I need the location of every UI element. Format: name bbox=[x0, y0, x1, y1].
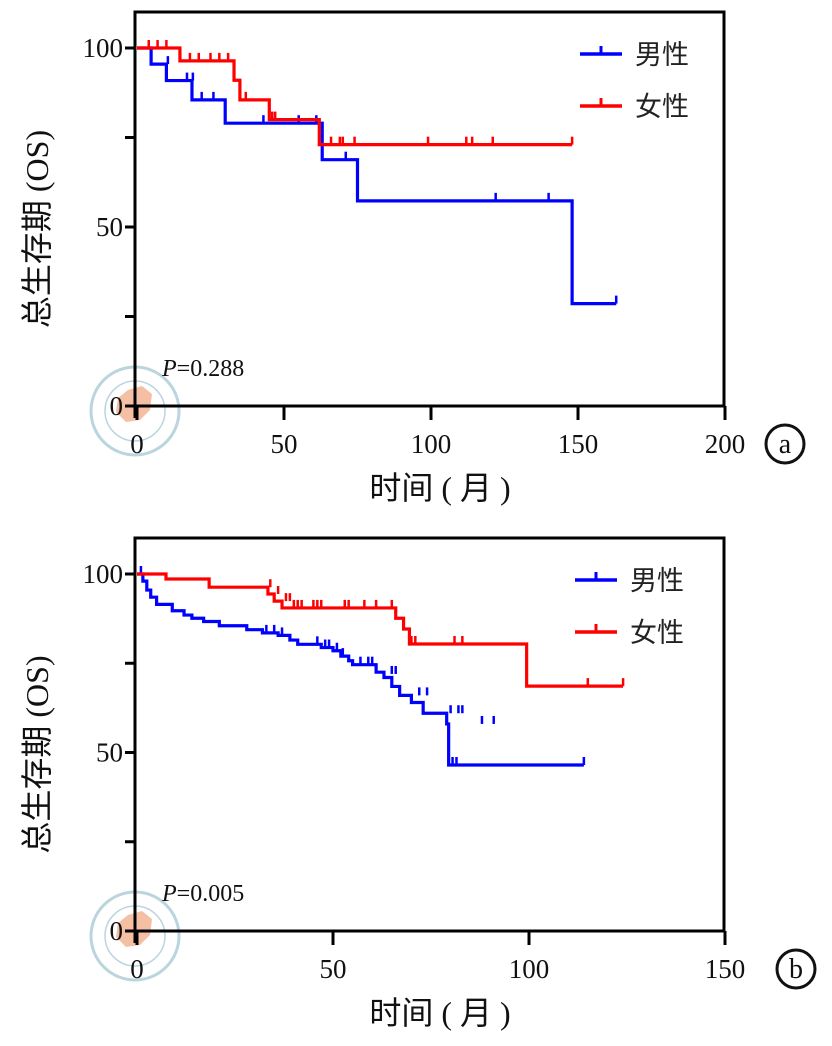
y-tick-label-50: 50 bbox=[96, 212, 123, 242]
legend-label-male-b: 男性 bbox=[630, 566, 684, 596]
plot-frame-b bbox=[133, 536, 726, 933]
x-axis-title-a: 时间 ( 月 ) bbox=[369, 470, 510, 506]
y-axis-title-b: 总生存期 (OS) bbox=[19, 655, 55, 853]
x-tick-label-150: 150 bbox=[705, 954, 746, 984]
panel-a: 0 50 100 0 50 100 150 200 总生存期 (OS) 时间 ( 月 ) P… bbox=[19, 10, 806, 506]
series-group-b bbox=[137, 566, 625, 767]
legend-a: 男性 女性 bbox=[580, 40, 689, 122]
panel-label-a: a bbox=[764, 423, 806, 465]
legend-label-male-a: 男性 bbox=[635, 40, 689, 70]
panel-badge-circle-b bbox=[775, 948, 817, 990]
legend-label-female-b: 女性 bbox=[630, 618, 684, 648]
km-curve-male bbox=[137, 46, 617, 306]
x-axis-a: 0 50 100 150 200 bbox=[130, 406, 745, 459]
y-tick-label-0: 0 bbox=[110, 916, 124, 946]
y-axis-title-a: 总生存期 (OS) bbox=[19, 130, 55, 328]
p-value-b: P=0.005 bbox=[161, 881, 244, 907]
x-tick-label-200: 200 bbox=[705, 429, 746, 459]
p-symbol-b: P bbox=[161, 881, 177, 907]
km-curve-male bbox=[137, 572, 584, 767]
p-symbol-a: P bbox=[161, 356, 177, 382]
panel-letter-b: b bbox=[789, 954, 803, 985]
y-tick-label-0: 0 bbox=[110, 391, 124, 421]
x-tick-label-100: 100 bbox=[411, 429, 452, 459]
y-axis-b: 0 50 100 bbox=[83, 559, 135, 946]
x-tick-label-150: 150 bbox=[558, 429, 599, 459]
panel-badge-circle-a bbox=[764, 423, 806, 465]
p-value-a: P=0.288 bbox=[161, 356, 244, 382]
legend-b: 男性 女性 bbox=[575, 566, 684, 648]
y-tick-label-100: 100 bbox=[83, 33, 124, 63]
x-tick-label-50: 50 bbox=[320, 954, 347, 984]
km-curve-female bbox=[137, 46, 573, 147]
y-axis-a: 0 50 100 bbox=[83, 33, 135, 421]
panel-b: 0 50 100 0 50 100 150 总生存期 (OS) 时间 ( 月 ) P=0.… bbox=[19, 536, 817, 1031]
panel-letter-a: a bbox=[779, 429, 792, 460]
x-tick-label-50: 50 bbox=[271, 429, 298, 459]
p-number-a: =0.288 bbox=[177, 356, 245, 382]
x-tick-label-100: 100 bbox=[509, 954, 550, 984]
panel-label-b: b bbox=[775, 948, 817, 990]
series-group-a bbox=[137, 40, 618, 306]
x-axis-title-b: 时间 ( 月 ) bbox=[369, 995, 510, 1031]
legend-label-female-a: 女性 bbox=[635, 92, 689, 122]
x-tick-label-0: 0 bbox=[130, 429, 144, 459]
plot-frame-a bbox=[133, 10, 726, 408]
y-tick-label-100: 100 bbox=[83, 559, 124, 589]
y-tick-label-50: 50 bbox=[96, 738, 123, 768]
x-tick-label-0: 0 bbox=[130, 954, 144, 984]
km-curve-female bbox=[137, 572, 624, 688]
p-number-b: =0.005 bbox=[177, 881, 245, 907]
x-axis-b: 0 50 100 150 bbox=[130, 931, 745, 984]
